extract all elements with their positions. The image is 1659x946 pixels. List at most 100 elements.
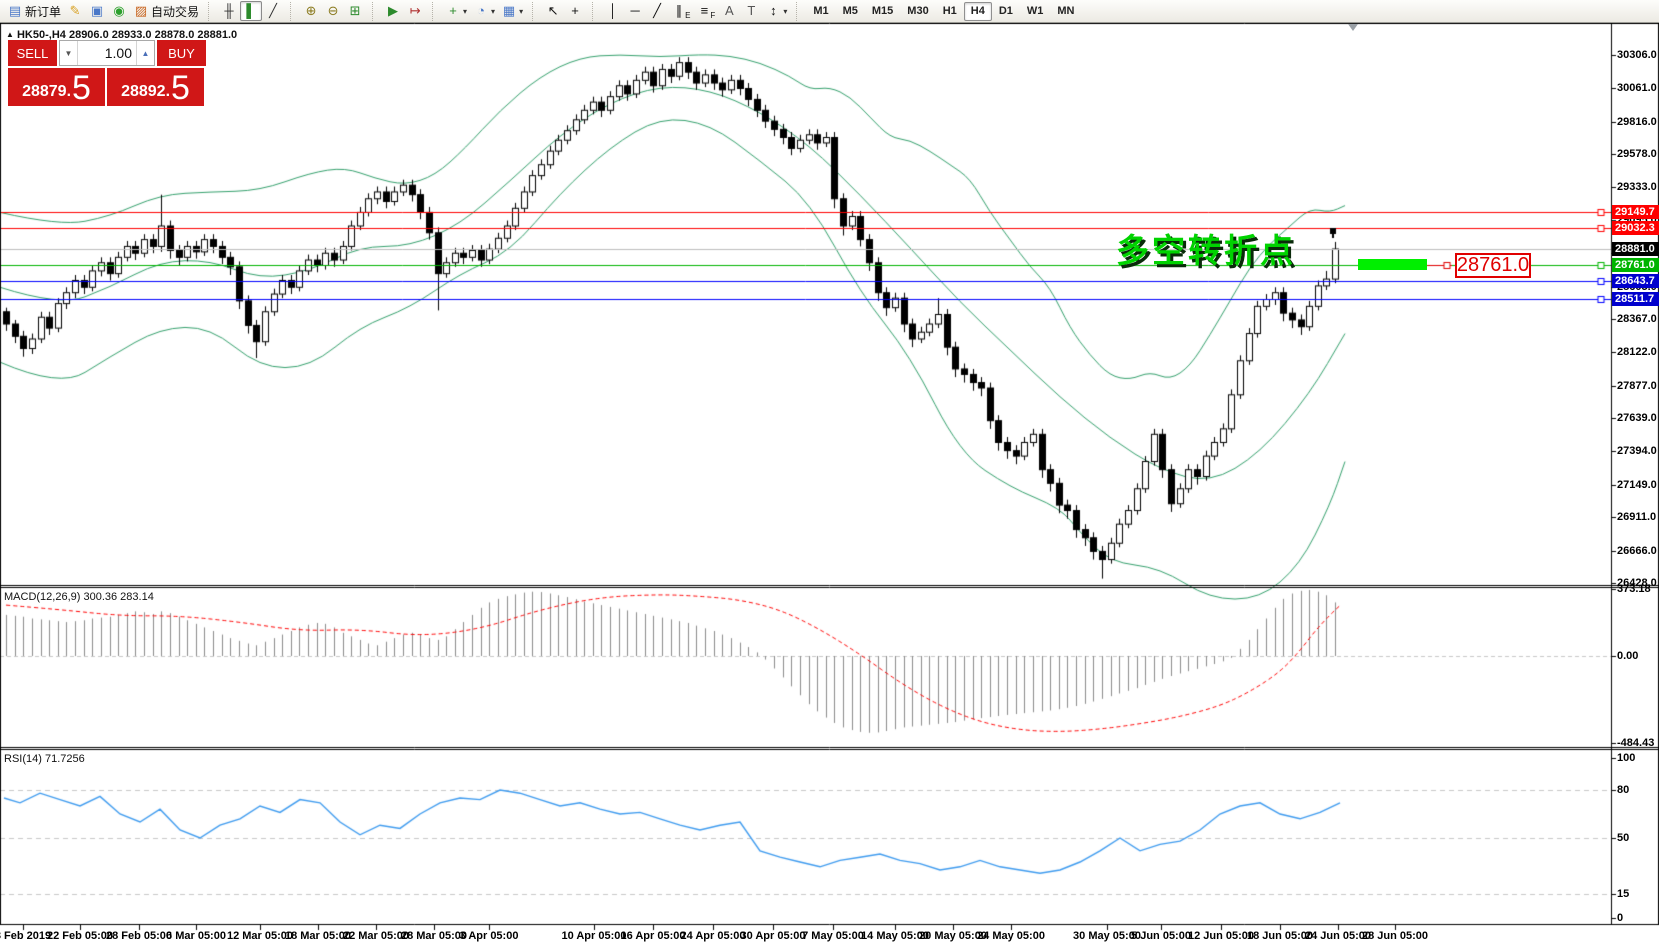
volume-spinner: ▼ 1.00 ▲ [59,40,155,66]
price-tag-28881.0: 28881.0 [1612,242,1659,256]
zoom-out-button[interactable]: ⊖ [322,1,344,21]
price-callout-box[interactable]: 28761.0 [1455,253,1531,278]
time-axis-label: 6 Mar 05:00 [166,930,226,942]
volume-value[interactable]: 1.00 [104,45,132,61]
rsi-label: RSI(14) 71.7256 [4,753,85,765]
dropdown-arrow-icon[interactable]: ▾ [463,6,468,16]
zoom-in-button[interactable]: ⊕ [300,1,322,21]
periods-button[interactable]: ◔ ▾ [470,1,498,21]
rsi-axis-tick: 15 [1617,888,1630,900]
chart-window: ▲ HK50-,H4 28906.0 28933.0 28878.0 28881… [0,23,1659,946]
toolbar: ▤ 新订单 ✎ ▣ ◉ ▨ 自动交易 ╫ ▌ ╱ ⊕ ⊖ ⊞ ▶ ↦ + ▾ ◔ ▾ ▦ ▾ ↖ + │ ─ ╱ ∥ E ≡ F A T ↕ ▾ M… [0,0,1659,23]
dropdown-arrow-icon[interactable]: ▾ [491,6,496,16]
chart-shift-marker[interactable] [1348,24,1358,31]
price-axis-tick: 29578.0 [1617,148,1657,161]
timeframe-m1[interactable]: M1 [813,5,829,17]
price-axis-tick: 28367.0 [1617,312,1657,325]
indicators-button[interactable]: + ▾ [442,1,470,21]
new-window-icon[interactable]: ▣ [86,1,108,21]
arrows-button-icon: ↕ [770,3,777,18]
timeframe-m5[interactable]: M5 [842,5,858,17]
autotrading-button-icon: ▨ [134,3,148,18]
new-order-button[interactable]: ▤ 新订单 [8,3,62,19]
timeframe-mn[interactable]: MN [1057,5,1075,17]
text-button[interactable]: A [718,1,740,21]
time-axis-label: 28 Feb 05:00 [105,930,173,942]
data-feed-icon[interactable]: ◉ [108,1,130,21]
time-axis-label: 20 May 05:00 [919,930,987,942]
arrows-button[interactable]: ↕ ▾ [762,1,790,21]
buy-button[interactable]: BUY [157,40,206,66]
trend-line-button-icon: ╱ [653,3,661,18]
time-axis-label: 28 Mar 05:00 [400,930,468,942]
auto-scroll-button[interactable]: ▶ [382,1,404,21]
cursor-button[interactable]: ↖ [542,1,564,21]
time-axis-label: 22 Feb 05:00 [46,930,114,942]
timeframe-m15[interactable]: M15 [871,5,894,17]
highlight-bar[interactable] [1358,259,1427,270]
turning-point-annotation[interactable]: 多空转折点 [1116,232,1296,269]
price-axis-tick: 29333.0 [1617,181,1657,194]
highlighter-icon[interactable]: ✎ [64,1,86,21]
horizontal-line-button-icon: ─ [630,3,640,18]
dropdown-arrow-icon[interactable]: ▾ [783,6,788,16]
time-axis-label: 18 Mar 05:00 [284,930,352,942]
chart-shift-button[interactable]: ↦ [404,1,426,21]
indicators-button-icon: + [449,3,457,18]
price-axis-tick: 27394.0 [1617,445,1657,458]
trend-line-button[interactable]: ╱ [646,1,668,21]
templates-button[interactable]: ▦ ▾ [498,1,526,21]
autotrading-button[interactable]: ▨ 自动交易 [134,3,200,19]
price-tag-28643.7: 28643.7 [1612,274,1659,289]
time-axis-label: 7 May 05:00 [802,930,864,942]
collapse-arrow-icon[interactable]: ▲ [6,30,14,39]
time-axis-label: 16 Apr 05:00 [620,930,686,942]
time-axis-label: 12 Jun 05:00 [1187,930,1255,942]
fibonacci-button[interactable]: ≡ F [693,1,718,21]
horizontal-line-button[interactable]: ─ [624,1,646,21]
macd-label: MACD(12,26,9) 300.36 283.14 [4,591,154,603]
time-axis-label: 10 Apr 05:00 [561,930,627,942]
sell-price[interactable]: 28879. 5 [8,68,105,106]
volume-increase-button[interactable]: ▲ [136,41,154,65]
tile-windows-button-icon: ⊞ [349,3,361,18]
time-axis-label: 24 Apr 05:00 [680,930,746,942]
toolbar-separator [208,1,213,21]
bar-chart-button-icon: ╫ [224,3,234,18]
cursor-button-icon: ↖ [547,3,559,18]
price-axis-tick: 28122.0 [1617,346,1657,359]
price-tag-28511.7: 28511.7 [1612,292,1659,307]
time-axis-label: 18 Jun 05:00 [1246,930,1314,942]
new-order-button-icon: ▤ [8,3,22,18]
timeframe-h1[interactable]: H1 [942,5,957,17]
crosshair-button[interactable]: + [564,1,586,21]
time-axis-label: 28 Jun 05:00 [1361,930,1429,942]
candlestick-chart-button[interactable]: ▌ [240,1,263,21]
chart-canvas[interactable] [0,23,1659,946]
volume-decrease-button[interactable]: ▼ [60,41,78,65]
timeframe-w1[interactable]: W1 [1026,5,1044,17]
line-chart-button[interactable]: ╱ [262,1,284,21]
sell-button[interactable]: SELL [8,40,57,66]
price-axis-tick: 26911.0 [1617,511,1657,524]
timeframe-m30[interactable]: M30 [907,5,929,17]
auto-scroll-button-icon: ▶ [388,3,399,18]
buy-price[interactable]: 28892. 5 [107,68,204,106]
rsi-axis-tick: 80 [1617,784,1630,796]
macd-axis-tick: 0.00 [1617,650,1639,662]
equidistant-channel-button[interactable]: ∥ E [668,1,693,21]
text-label-button[interactable]: T [740,1,762,21]
equidistant-channel-button-icon: ∥ [675,3,683,18]
price-tag-29149.7: 29149.7 [1612,205,1659,220]
time-axis-label: 14 May 05:00 [861,930,929,942]
vertical-line-button[interactable]: │ [602,1,624,21]
dropdown-arrow-icon[interactable]: ▾ [519,6,524,16]
new-window-icon-icon: ▣ [90,3,104,18]
tile-windows-button[interactable]: ⊞ [344,1,366,21]
time-axis-label: 30 Apr 05:00 [740,930,806,942]
time-axis-label: 12 Mar 05:00 [226,930,294,942]
bar-chart-button[interactable]: ╫ [218,1,240,21]
timeframe-h4[interactable]: H4 [963,1,992,21]
price-axis-tick: 27639.0 [1617,412,1657,425]
timeframe-d1[interactable]: D1 [998,5,1013,17]
